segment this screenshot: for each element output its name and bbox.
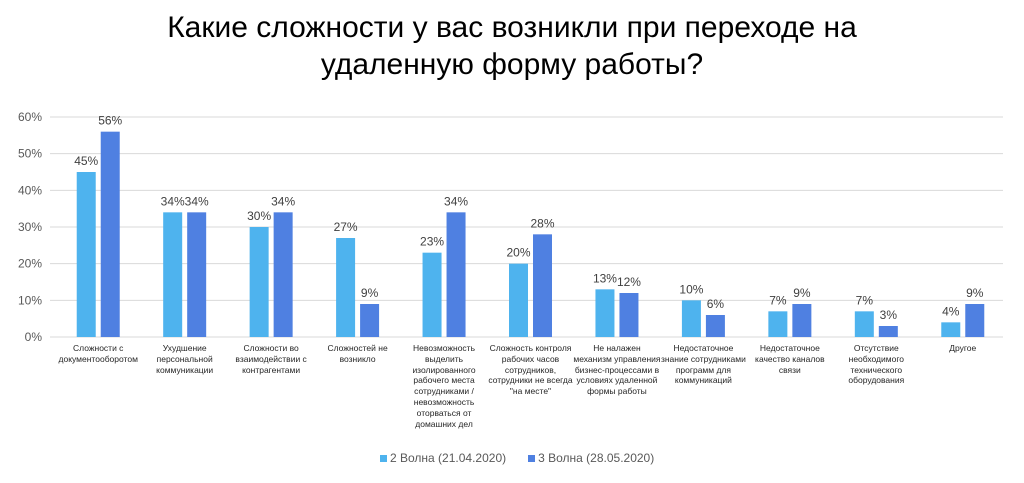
data-label: 30% xyxy=(247,209,271,223)
data-label: 45% xyxy=(74,154,98,168)
legend-swatch-series-2 xyxy=(528,454,536,462)
category-label: Сложностей не возникло xyxy=(327,343,388,364)
bar-series-2 xyxy=(273,212,293,337)
category-label: Невозможность выделить изолированного ра… xyxy=(412,343,476,429)
data-label: 34% xyxy=(444,194,468,208)
data-label: 20% xyxy=(506,246,530,260)
legend-swatch-series-1 xyxy=(380,454,387,462)
bar-series-1 xyxy=(76,172,96,337)
bar-series-2 xyxy=(619,293,639,337)
legend-item-series-2: 3 Волна (28.05.2020) xyxy=(528,451,654,465)
category-label: Недостаточное качество каналов связи xyxy=(755,343,825,375)
data-label: 7% xyxy=(856,293,874,307)
y-tick-label: 50% xyxy=(18,147,42,161)
bar-series-2 xyxy=(360,304,380,337)
data-label: 6% xyxy=(707,297,725,311)
data-label: 13% xyxy=(593,271,617,285)
category-label: Другое xyxy=(949,343,977,353)
bar-series-1 xyxy=(249,227,269,337)
legend: 2 Волна (21.04.2020) 3 Волна (28.05.2020… xyxy=(380,451,654,465)
data-label: 34% xyxy=(185,194,209,208)
category-label: Отсутствие необходимого технического обо… xyxy=(848,343,905,386)
data-label: 27% xyxy=(334,220,358,234)
bar-series-2 xyxy=(965,304,985,337)
legend-label-series-1: 2 Волна (21.04.2020) xyxy=(390,451,507,465)
bar-series-2 xyxy=(705,315,725,337)
data-label: 23% xyxy=(420,235,444,249)
data-label: 12% xyxy=(617,275,641,289)
bar-series-1 xyxy=(422,252,442,337)
bar-series-2 xyxy=(446,212,466,337)
data-label: 56% xyxy=(98,114,122,128)
bar-series-2 xyxy=(878,326,898,337)
chart-title: Какие сложности у вас возникли при перех… xyxy=(167,11,857,81)
bar-series-2 xyxy=(187,212,207,337)
bar-series-1 xyxy=(595,289,615,337)
bar-series-2 xyxy=(100,131,120,337)
category-label: Сложности с документооборотом xyxy=(58,343,138,364)
y-tick-label: 40% xyxy=(18,183,42,197)
legend-label-series-2: 3 Волна (28.05.2020) xyxy=(538,451,655,465)
data-label: 3% xyxy=(880,308,898,322)
y-tick-label: 10% xyxy=(18,293,42,307)
y-tick-label: 60% xyxy=(18,110,42,124)
bar-series-2 xyxy=(533,234,552,337)
category-label: Сложность контроля рабочих часов сотрудн… xyxy=(488,343,573,397)
data-label: 28% xyxy=(530,216,554,230)
data-label: 7% xyxy=(769,293,787,307)
y-tick-label: 20% xyxy=(18,257,42,271)
category-label: Не налажен механизм управления бизнес-пр… xyxy=(573,343,661,397)
y-tick-label: 30% xyxy=(18,220,42,234)
bar-series-1 xyxy=(336,238,356,337)
bar-series-1 xyxy=(941,322,961,337)
legend-item-series-1: 2 Волна (21.04.2020) xyxy=(380,451,506,465)
data-label: 34% xyxy=(161,194,185,208)
bar-series-1 xyxy=(163,212,183,337)
bar-series-2 xyxy=(792,304,812,337)
bar-series-1 xyxy=(681,300,701,337)
data-label: 9% xyxy=(793,286,811,300)
category-label: Недостаточное знание сотрудниками програ… xyxy=(660,343,746,386)
y-tick-label: 0% xyxy=(25,330,43,344)
data-label: 9% xyxy=(361,286,379,300)
category-label: Сложности во взаимодействии с контрагент… xyxy=(235,343,307,375)
bar-series-1 xyxy=(854,311,874,337)
data-label: 10% xyxy=(679,282,703,296)
category-label: Ухудшение персональной коммуникации xyxy=(156,343,214,375)
bar-series-1 xyxy=(509,263,528,337)
data-label: 4% xyxy=(942,304,960,318)
data-label: 34% xyxy=(271,194,295,208)
data-label: 9% xyxy=(966,286,984,300)
bar-series-1 xyxy=(768,311,788,337)
